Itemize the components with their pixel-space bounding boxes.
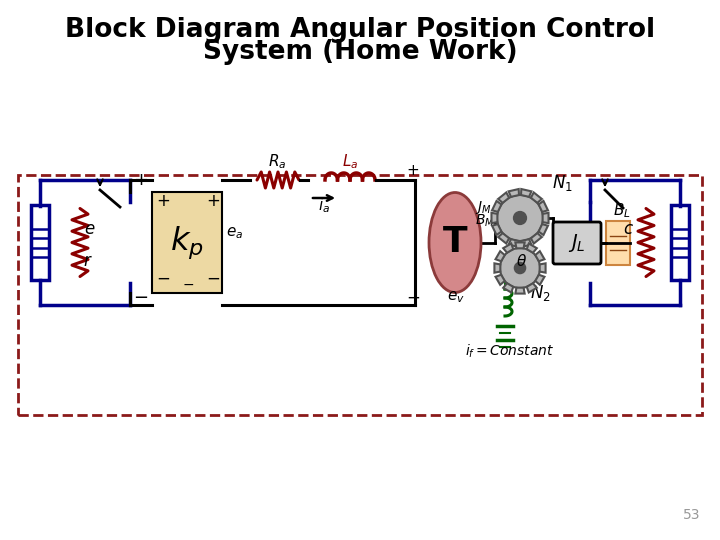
Polygon shape bbox=[521, 239, 531, 247]
Polygon shape bbox=[535, 251, 544, 261]
Circle shape bbox=[497, 195, 543, 241]
Text: +: + bbox=[156, 192, 170, 210]
Bar bbox=[31, 205, 49, 280]
Polygon shape bbox=[527, 244, 537, 253]
Text: −: − bbox=[133, 289, 148, 307]
Polygon shape bbox=[539, 201, 548, 212]
Text: c: c bbox=[623, 220, 632, 239]
Text: Block Diagram Angular Position Control: Block Diagram Angular Position Control bbox=[65, 17, 655, 43]
Text: $N_1$: $N_1$ bbox=[552, 173, 573, 193]
Bar bbox=[152, 192, 222, 293]
Polygon shape bbox=[508, 189, 519, 197]
Text: e: e bbox=[84, 220, 94, 239]
Polygon shape bbox=[492, 213, 498, 223]
Text: System (Home Work): System (Home Work) bbox=[203, 39, 517, 65]
Text: −: − bbox=[406, 289, 420, 307]
Text: $R_a$: $R_a$ bbox=[268, 152, 287, 171]
Text: −: − bbox=[183, 278, 194, 292]
Polygon shape bbox=[531, 233, 542, 244]
Text: r: r bbox=[83, 253, 90, 271]
Polygon shape bbox=[495, 275, 505, 285]
Polygon shape bbox=[503, 284, 513, 293]
Text: $B_M$: $B_M$ bbox=[475, 213, 495, 229]
Circle shape bbox=[513, 212, 526, 225]
Polygon shape bbox=[498, 192, 509, 203]
Polygon shape bbox=[503, 244, 513, 253]
Text: $e_a$: $e_a$ bbox=[226, 226, 243, 241]
Text: +: + bbox=[133, 171, 148, 189]
Text: +: + bbox=[406, 163, 419, 178]
Polygon shape bbox=[521, 189, 531, 197]
Polygon shape bbox=[527, 284, 537, 293]
Polygon shape bbox=[539, 224, 548, 235]
Bar bbox=[18, 175, 702, 415]
Text: $i_f = Constant$: $i_f = Constant$ bbox=[465, 343, 554, 360]
Bar bbox=[671, 205, 689, 280]
FancyBboxPatch shape bbox=[553, 222, 601, 264]
Text: $k_p$: $k_p$ bbox=[170, 224, 204, 261]
Polygon shape bbox=[516, 242, 525, 248]
Polygon shape bbox=[498, 233, 509, 244]
Circle shape bbox=[500, 248, 540, 288]
Text: $J_L$: $J_L$ bbox=[568, 232, 586, 254]
Text: $i_a$: $i_a$ bbox=[318, 196, 330, 215]
Text: $e_v$: $e_v$ bbox=[447, 289, 465, 305]
Polygon shape bbox=[531, 192, 542, 203]
Polygon shape bbox=[516, 288, 525, 294]
Text: −: − bbox=[206, 270, 220, 288]
Text: $L_a$: $L_a$ bbox=[342, 152, 359, 171]
Polygon shape bbox=[492, 224, 501, 235]
Polygon shape bbox=[535, 275, 544, 285]
Text: $N_2$: $N_2$ bbox=[530, 283, 551, 303]
Polygon shape bbox=[495, 264, 500, 273]
Text: −: − bbox=[156, 270, 170, 288]
Ellipse shape bbox=[429, 192, 481, 293]
Polygon shape bbox=[543, 213, 549, 223]
Polygon shape bbox=[540, 264, 546, 273]
Bar bbox=[606, 221, 630, 265]
Text: 53: 53 bbox=[683, 508, 700, 522]
Polygon shape bbox=[508, 239, 519, 247]
Text: T: T bbox=[443, 226, 467, 260]
Text: $B_L$: $B_L$ bbox=[613, 201, 631, 220]
Text: $J_M$: $J_M$ bbox=[475, 199, 492, 215]
Polygon shape bbox=[492, 201, 501, 212]
Text: $\theta$: $\theta$ bbox=[516, 253, 527, 269]
Circle shape bbox=[514, 262, 526, 274]
Text: +: + bbox=[206, 192, 220, 210]
Polygon shape bbox=[495, 251, 505, 261]
